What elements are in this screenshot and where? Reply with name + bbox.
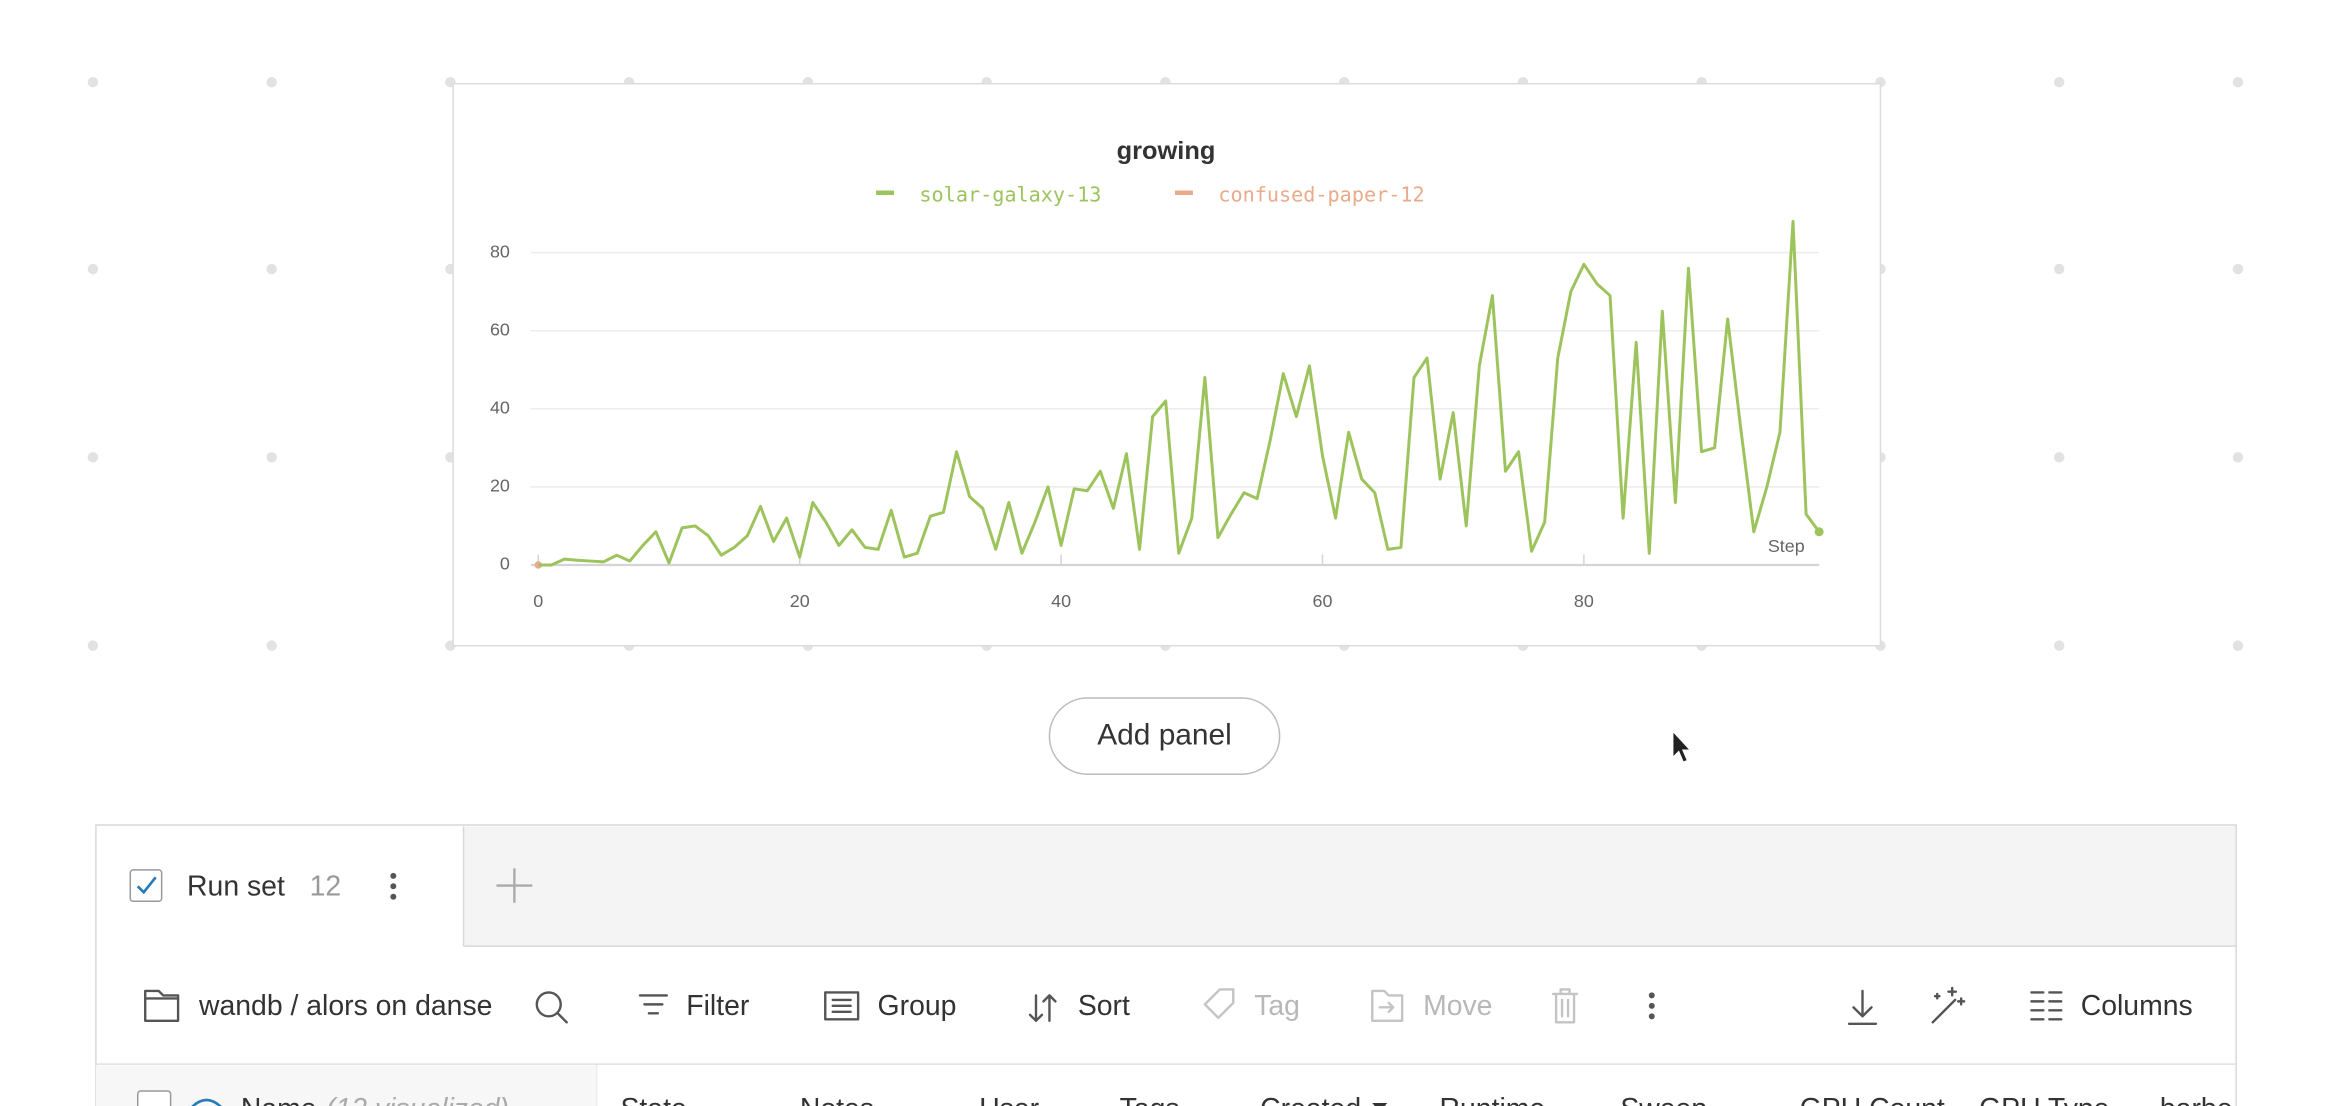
series-end-point	[1814, 527, 1824, 537]
chart: 0 20 40 60 80 0 20 40 60 80 solar-galaxy-13 confuse…	[490, 182, 1824, 611]
x-tick-label: 40	[1051, 591, 1071, 611]
folder-icon	[144, 989, 180, 1023]
column-header[interactable]: GPU Type	[1979, 1093, 2109, 1106]
run-set-checkbox[interactable]	[129, 869, 163, 902]
column-header[interactable]: Tags	[1120, 1093, 1180, 1106]
series-line	[538, 219, 1821, 567]
table-header: Name (12 visualized) State Notes User Tags C…	[241, 1093, 2233, 1106]
column-header[interactable]: Sweep	[1620, 1093, 1707, 1106]
tab-bar	[463, 826, 2236, 947]
column-header[interactable]: Notes	[800, 1093, 874, 1106]
column-header[interactable]: User	[979, 1093, 1039, 1106]
group-icon	[824, 991, 860, 1021]
column-header[interactable]: Runtime	[1440, 1093, 1546, 1106]
chart-panel	[452, 82, 1882, 647]
project-path[interactable]: wandb / alors on danse	[198, 990, 492, 1022]
select-all-checkbox[interactable]	[136, 1090, 172, 1106]
filter-icon	[638, 994, 669, 1015]
search-button[interactable]	[535, 991, 568, 1024]
grid-dot	[87, 263, 99, 275]
move-button: Move	[1423, 990, 1492, 1022]
grid-dot	[266, 263, 277, 275]
column-header[interactable]: GPU Count	[1800, 1093, 1945, 1106]
column-header[interactable]: barbe	[2160, 1093, 2233, 1106]
checkmark	[136, 876, 157, 895]
x-axis-label: Step	[1768, 536, 1805, 556]
filter-button[interactable]: Filter	[686, 990, 749, 1022]
grid-dot	[87, 640, 99, 651]
grid-dot	[2232, 76, 2244, 88]
y-tick-label: 60	[490, 319, 510, 339]
chart-title: growing	[1117, 137, 1216, 165]
x-tick-label: 20	[790, 591, 810, 611]
legend-label[interactable]: solar-galaxy-13	[919, 182, 1101, 206]
group-button[interactable]: Group	[878, 990, 957, 1022]
grid-dot	[2232, 640, 2244, 651]
grid-dot	[87, 452, 99, 463]
y-tick-label: 40	[490, 398, 510, 418]
x-tick-label: 80	[1574, 591, 1594, 611]
column-header[interactable]: State	[620, 1093, 686, 1106]
name-column-note: (12 visualized)	[326, 1093, 509, 1106]
grid-dot	[87, 76, 99, 88]
more-menu[interactable]	[1648, 992, 1655, 1020]
x-tick-label: 0	[533, 591, 543, 611]
grid-dot	[2053, 263, 2065, 275]
sort-icon	[1028, 994, 1057, 1023]
name-column-bg	[95, 1065, 597, 1106]
delete-button	[1551, 988, 1579, 1024]
y-tick-label: 80	[490, 241, 510, 261]
run-set-label[interactable]: Run set	[187, 870, 285, 902]
sort-button[interactable]: Sort	[1078, 990, 1130, 1022]
y-tick-label: 20	[490, 476, 510, 496]
y-tick-label: 0	[500, 554, 510, 574]
column-header[interactable]: Created	[1260, 1093, 1361, 1106]
add-panel-button[interactable]	[1048, 697, 1281, 775]
grid-dot	[2053, 76, 2065, 88]
columns-button[interactable]: Columns	[2081, 990, 2193, 1022]
sort-indicator	[1372, 1103, 1388, 1106]
grid-dot	[2053, 452, 2065, 463]
name-column-header[interactable]: Name	[241, 1093, 317, 1106]
visibility-icon[interactable]	[190, 1098, 223, 1106]
run-set-count: 12	[310, 870, 342, 902]
add-panel-label[interactable]: Add panel	[1097, 719, 1232, 752]
legend-label[interactable]: confused-paper-12	[1218, 182, 1424, 206]
download-button[interactable]	[1847, 989, 1878, 1025]
magic-button[interactable]	[1931, 986, 1966, 1024]
grid-dot	[266, 640, 277, 651]
add-run-set[interactable]	[496, 868, 533, 903]
run-set-menu[interactable]	[390, 872, 397, 900]
mouse-cursor	[1671, 728, 1693, 764]
grid-dot	[2232, 263, 2244, 275]
runs-panel: Run set 12 wandb / alors on danse Filter…	[95, 824, 2237, 1106]
tag-button: Tag	[1254, 990, 1300, 1022]
tag-icon	[1203, 988, 1235, 1020]
grid-dot	[2053, 640, 2065, 651]
grid-dot	[266, 452, 277, 463]
x-tick-label: 60	[1313, 591, 1333, 611]
columns-icon	[2030, 991, 2063, 1021]
grid-dot	[266, 76, 277, 88]
grid-dot	[2232, 452, 2244, 463]
move-icon	[1371, 989, 1404, 1023]
